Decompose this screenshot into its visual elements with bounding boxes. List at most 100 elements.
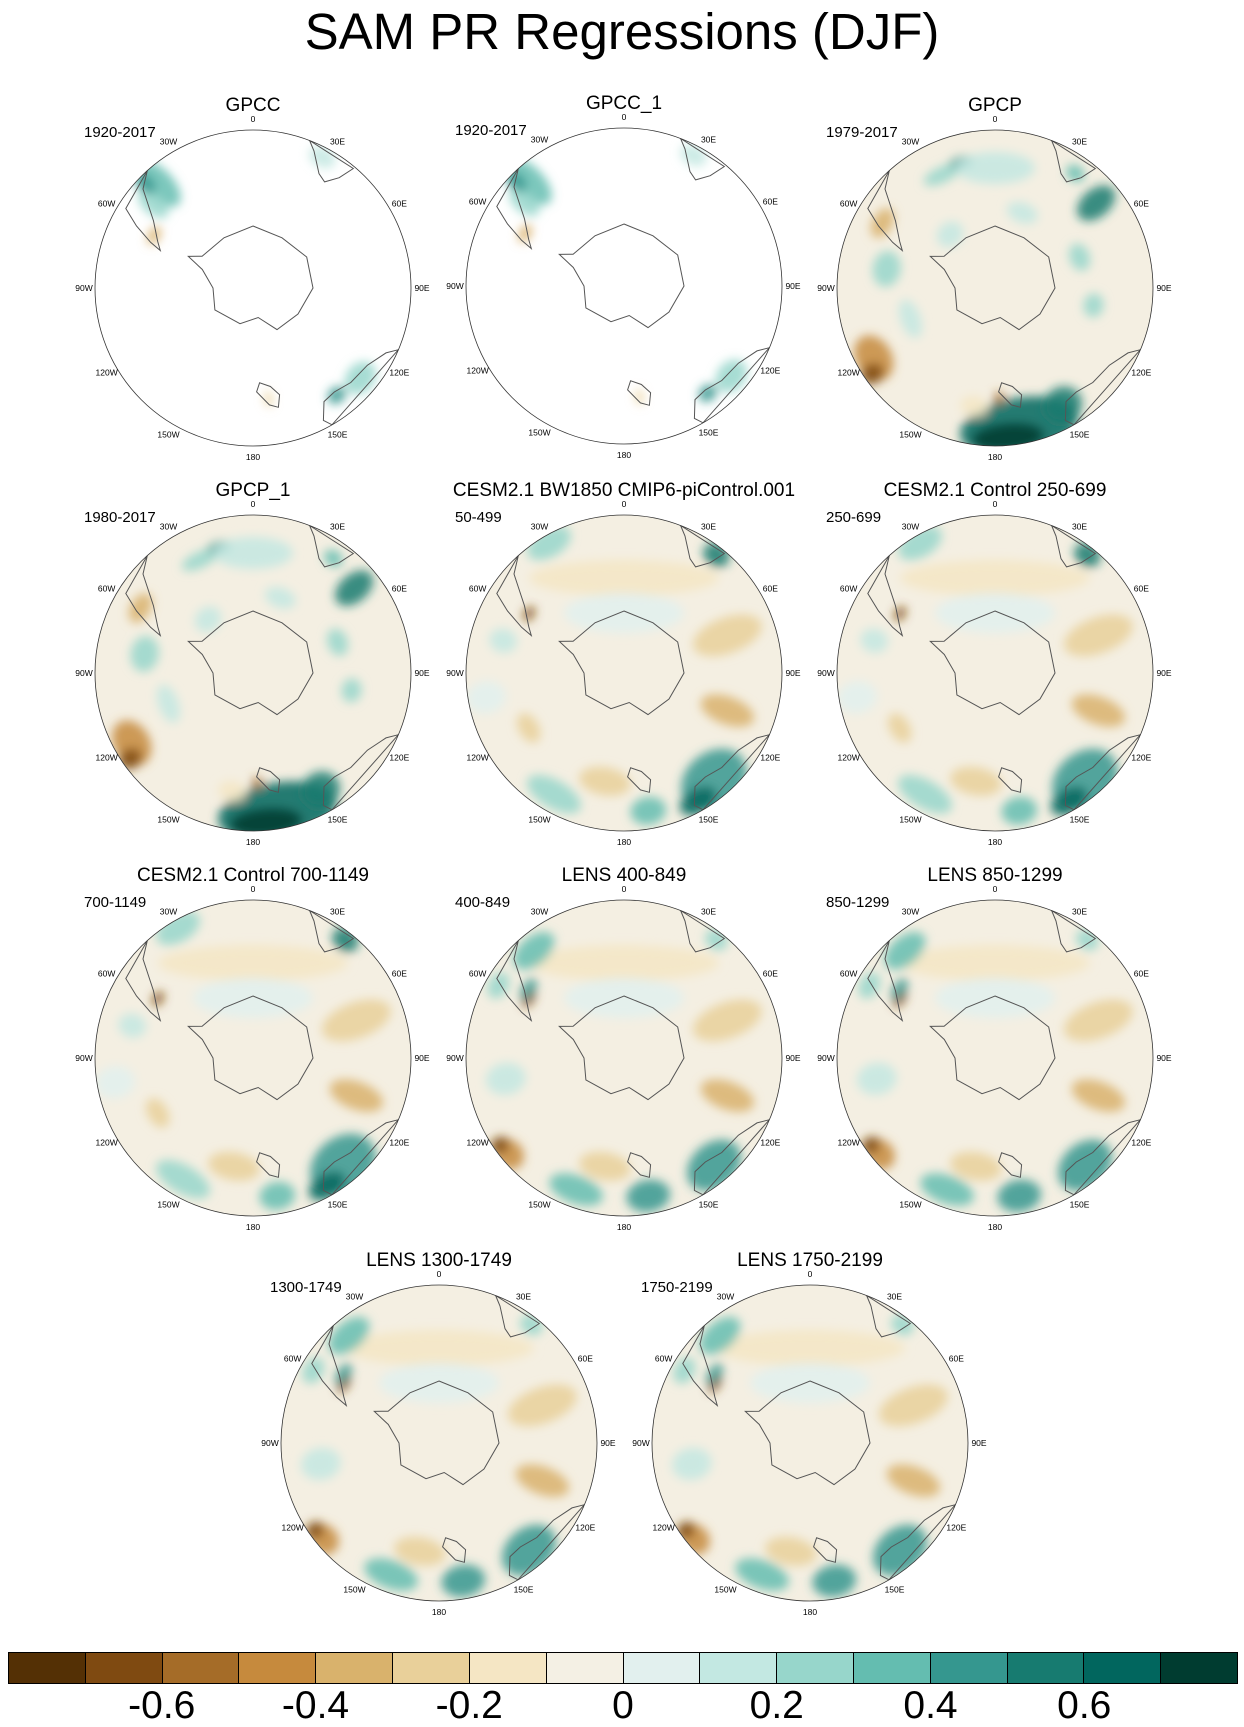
longitude-label: 150W: [714, 1584, 736, 1594]
coastline-antarctica: [558, 995, 685, 1101]
colorbar-swatch: [162, 1653, 240, 1683]
panel-title: GPCC_1: [585, 93, 663, 114]
longitude-label: 60W: [469, 584, 486, 594]
coastline-australia: [1064, 348, 1142, 426]
coastline-samerica: [867, 555, 904, 637]
coastline-australia: [693, 1118, 771, 1196]
colorbar-swatch: [930, 1653, 1008, 1683]
longitude-label: 60W: [469, 969, 486, 979]
longitude-label: 30E: [330, 522, 345, 532]
longitude-label: 60E: [392, 199, 407, 209]
longitude-label: 30E: [1072, 907, 1087, 917]
colorbar-tick-label: -0.6: [128, 1684, 196, 1727]
longitude-label: 60E: [578, 1354, 593, 1364]
longitude-label: 120E: [1131, 368, 1151, 378]
map-boundary: [465, 127, 783, 445]
longitude-label: 30E: [1072, 137, 1087, 147]
longitude-label: 60W: [655, 1354, 672, 1364]
longitude-label: 180: [617, 1222, 631, 1232]
longitude-label: 120E: [760, 1138, 780, 1148]
panel-title: LENS 1750-2199: [737, 1250, 883, 1271]
map-panel: 0 30E 60E 90E 120E 150E 180 150W 120W 90W 60W 30W G…: [812, 95, 1178, 473]
coastline-antarctica: [373, 1380, 500, 1486]
longitude-label: 150W: [899, 1199, 921, 1209]
coastline-samerica: [867, 940, 904, 1022]
longitude-label: 90E: [1156, 1053, 1171, 1063]
longitude-label: 150W: [157, 814, 179, 824]
longitude-label: 180: [246, 1222, 260, 1232]
coastline-nz: [998, 382, 1023, 408]
colorbar-tick-label: 0.6: [1057, 1684, 1112, 1727]
longitude-label: 60E: [763, 197, 778, 207]
longitude-label: 150W: [899, 429, 921, 439]
coastline-antarctica: [929, 610, 1056, 716]
longitude-label: 150E: [699, 814, 719, 824]
polar-map: 0 30E 60E 90E 120E 150E 180 150W 120W 90W 60W 30W: [632, 1269, 987, 1617]
longitude-label: 30W: [902, 907, 919, 917]
map-panel: 0 30E 60E 90E 120E 150E 180 150W 120W 90W 60W 30W G…: [70, 95, 436, 473]
longitude-label: 120E: [389, 1138, 409, 1148]
polar-map: 0 30E 60E 90E 120E 150E 180 150W 120W 90W 60W 30W: [75, 884, 430, 1232]
longitude-label: 180: [988, 452, 1002, 462]
coastline-antarctica: [744, 1380, 871, 1486]
map-boundary: [94, 514, 412, 832]
coastline-safrica: [679, 137, 726, 181]
longitude-label: 150W: [899, 814, 921, 824]
longitude-label: 30E: [887, 1292, 902, 1302]
longitude-label: 60E: [949, 1354, 964, 1364]
coastline-safrica: [308, 139, 355, 183]
longitude-label: 90E: [600, 1438, 615, 1448]
longitude-label: 0: [437, 1269, 442, 1279]
longitude-label: 150E: [1070, 1199, 1090, 1209]
colorbar-swatch: [853, 1653, 931, 1683]
coastline-australia: [1064, 1118, 1142, 1196]
coastline-antarctica: [187, 225, 314, 331]
map-panel: 0 30E 60E 90E 120E 150E 180 150W 120W 90W 60W 30W L…: [812, 865, 1178, 1243]
panel-title: LENS 400-849: [561, 865, 687, 886]
coastline-antarctica: [929, 225, 1056, 331]
colorbar-swatch: [9, 1653, 86, 1683]
longitude-label: 150W: [528, 814, 550, 824]
map-panel: 0 30E 60E 90E 120E 150E 180 150W 120W 90W 60W 30W G…: [441, 93, 807, 471]
longitude-label: 30W: [346, 1292, 363, 1302]
map-boundary: [94, 129, 412, 447]
longitude-label: 60E: [763, 969, 778, 979]
longitude-label: 30W: [160, 522, 177, 532]
map-boundary: [836, 514, 1154, 832]
panel-title: CESM2.1 BW1850 CMIP6-piControl.001: [452, 480, 796, 501]
longitude-label: 180: [617, 837, 631, 847]
polar-map: 0 30E 60E 90E 120E 150E 180 150W 120W 90W 60W 30W: [75, 114, 430, 462]
longitude-label: 90E: [1156, 283, 1171, 293]
longitude-label: 0: [251, 499, 256, 509]
longitude-label: 150E: [514, 1584, 534, 1594]
longitude-label: 0: [808, 1269, 813, 1279]
longitude-label: 150E: [699, 1199, 719, 1209]
longitude-label: 30W: [531, 135, 548, 145]
coastline-safrica: [1050, 139, 1097, 183]
panel-title: GPCC: [225, 95, 281, 116]
ocean-field: [95, 130, 411, 446]
regression-field: [505, 144, 748, 405]
longitude-label: 150W: [343, 1584, 365, 1594]
longitude-label: 90W: [75, 668, 92, 678]
polar-map: 0 30E 60E 90E 120E 150E 180 150W 120W 90W 60W 30W: [261, 1269, 616, 1617]
page-title: SAM PR Regressions (DJF): [304, 3, 940, 60]
map-boundary: [651, 1284, 969, 1602]
coastline-samerica: [682, 1325, 719, 1407]
coastline-nz: [256, 1152, 281, 1178]
ocean-field: [466, 128, 782, 444]
map-boundary: [465, 899, 783, 1217]
panel-period: 1920-2017: [455, 122, 527, 139]
longitude-label: 30E: [701, 907, 716, 917]
colorbar-swatch: [546, 1653, 624, 1683]
panel-period: 700-1149: [84, 894, 147, 911]
map-panel: 0 30E 60E 90E 120E 150E 180 150W 120W 90W 60W 30W L…: [627, 1250, 993, 1628]
longitude-label: 0: [251, 884, 256, 894]
longitude-label: 60E: [1134, 969, 1149, 979]
longitude-label: 60W: [98, 584, 115, 594]
ocean-field: [466, 900, 782, 1216]
longitude-label: 90E: [785, 668, 800, 678]
colorbar-swatch: [316, 1653, 394, 1683]
longitude-label: 180: [988, 1222, 1002, 1232]
polar-map: 0 30E 60E 90E 120E 150E 180 150W 120W 90W 60W 30W: [446, 499, 801, 847]
